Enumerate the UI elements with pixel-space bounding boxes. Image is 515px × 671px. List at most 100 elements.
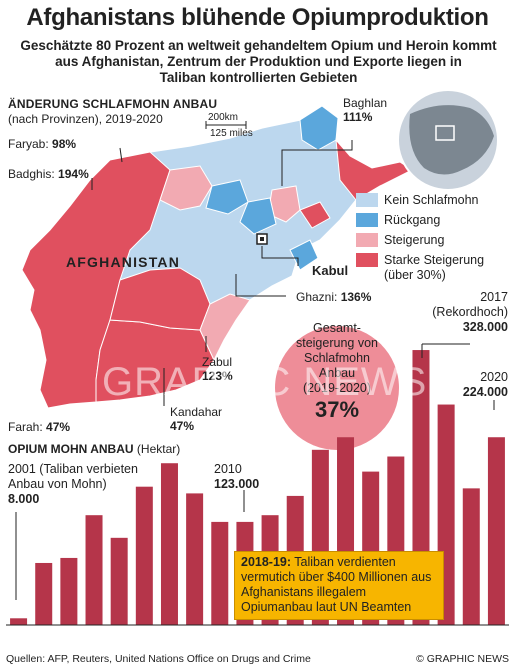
legend-item: Starke Steigerung (über 30%)	[356, 253, 508, 283]
province-farah: Farah: 47%	[8, 420, 71, 434]
page-title: Afghanistans blühende Opiumproduktion	[26, 4, 489, 31]
x-tick-label: 18	[439, 629, 453, 630]
annotation-line: 2010	[214, 462, 242, 476]
legend-label: Steigerung	[384, 233, 445, 247]
annotation-2020: 2020 224.000	[448, 370, 508, 400]
scale-bar	[205, 121, 247, 129]
legend-item: Rückgang	[356, 213, 508, 228]
country-label: AFGHANISTAN	[66, 254, 181, 270]
watermark: GRAPHIC NEWS	[102, 360, 428, 404]
legend-swatch	[356, 213, 378, 227]
province-ghazni: Ghazni: 136%	[296, 290, 372, 304]
total-increase-text: Gesamt- steigerung von Schlafmohn Anbau …	[262, 321, 412, 396]
bar-04	[85, 515, 103, 625]
x-tick-label: 15	[363, 629, 377, 630]
map-heading: ÄNDERUNG SCHLAFMOHN ANBAU	[8, 97, 218, 111]
province-zabul: Zabul 123%	[202, 355, 233, 383]
subtitle: Geschätzte 80 Prozent an weltweit gehand…	[6, 38, 511, 86]
annotation-2017: 2017 (Rekordhoch) 328.000	[420, 290, 508, 335]
annotation-line: 2001 (Taliban verbieten	[8, 462, 138, 476]
chart-title: OPIUM MOHN ANBAU	[8, 442, 134, 456]
x-tick-label: 02	[36, 629, 50, 630]
scale-miles: 125 miles	[210, 128, 253, 139]
leader-baghlan	[281, 140, 353, 186]
x-tick-label: 05	[112, 629, 126, 630]
leader-ghazni	[235, 274, 286, 297]
legend-swatch	[356, 193, 378, 207]
map-region-down-4	[289, 239, 319, 271]
bar-08	[186, 493, 204, 625]
province-kandahar: Kandahar 47%	[170, 405, 223, 433]
map-region-down-2	[239, 197, 277, 235]
x-tick-label: 16	[389, 629, 403, 630]
scale-km: 200km	[208, 112, 239, 123]
map-region-down-1	[205, 179, 249, 215]
province-baghlan: Baghlan 111%	[343, 96, 388, 124]
capital-label: Kabul	[312, 263, 349, 278]
subtitle-line: Taliban kontrollierten Gebieten	[159, 70, 358, 85]
subtitle-line: Geschätzte 80 Prozent an weltweit gehand…	[20, 38, 497, 53]
afghanistan-map	[21, 90, 499, 409]
annotation-2001: 2001 (Taliban verbieten Anbau von Mohn) …	[8, 462, 138, 507]
callout-text: Taliban verdienten vermutich über $400 M…	[241, 555, 432, 614]
x-tick-label: 19	[464, 629, 478, 630]
chart-unit: (Hektar)	[136, 442, 181, 456]
bar-06	[135, 486, 153, 625]
total-increase-circle	[275, 326, 399, 450]
legend-swatch	[356, 253, 378, 267]
leader-faryab	[119, 147, 123, 163]
x-tick-label: 04	[87, 629, 101, 630]
bar-09	[211, 521, 229, 625]
total-text-line: Gesamt-	[313, 321, 361, 335]
total-increase-value: 37%	[314, 397, 360, 422]
map-legend: Kein Schlafmohn Rückgang Steigerung Star…	[356, 193, 508, 283]
map-region-up-north	[159, 165, 213, 211]
total-text-line: steigerung von	[295, 336, 378, 350]
bar-20	[487, 437, 505, 625]
x-tick-label: 14	[338, 629, 352, 630]
leader-kabul	[261, 246, 299, 266]
legend-label: Kein Schlafmohn	[384, 193, 479, 207]
x-tick-label: 08	[187, 629, 201, 630]
source-note: Quellen: AFP, Reuters, United Nations Of…	[6, 653, 311, 665]
x-tick-label: 17	[414, 629, 428, 630]
bar-19	[462, 488, 480, 625]
province-faryab: Faryab: 98%	[8, 137, 77, 151]
x-tick-label: 12	[288, 629, 302, 630]
bar-01	[10, 618, 28, 625]
subtitle-line: aus Afghanistan, Zentrum der Produktion …	[55, 54, 462, 69]
annotation-line: (Rekordhoch)	[432, 305, 508, 319]
x-tick-label: 20	[489, 629, 503, 630]
bar-07	[160, 463, 178, 625]
x-tick-label: 13	[313, 629, 327, 630]
annotation-value: 8.000	[8, 492, 40, 506]
annotation-value: 224.000	[462, 385, 508, 399]
total-text-line: (2019-2020)	[302, 381, 372, 395]
callout-box: 2018-19: Taliban verdienten vermutich üb…	[234, 551, 444, 620]
map-region-up-south	[199, 293, 251, 362]
annotation-2010: 2010 123.000	[214, 462, 259, 492]
bar-05	[110, 537, 128, 625]
legend-label: Starke Steigerung (über 30%)	[384, 253, 485, 282]
x-tick-label: 03	[62, 629, 76, 630]
map-subheading: (nach Provinzen), 2019-2020	[8, 112, 163, 126]
legend-label: Rückgang	[384, 213, 441, 227]
annotation-line: 2017	[480, 290, 508, 304]
annotation-line: Anbau von Mohn)	[8, 477, 107, 491]
map-region-strong-e	[299, 201, 331, 229]
legend-swatch	[356, 233, 378, 247]
kabul-marker-dot	[260, 237, 264, 241]
annotation-line: 2020	[480, 370, 508, 384]
bar-03	[60, 557, 78, 625]
annotation-value: 328.000	[462, 320, 508, 334]
x-tick-label: 09	[213, 629, 227, 630]
legend-item: Steigerung	[356, 233, 508, 248]
chart-heading: OPIUM MOHN ANBAU (Hektar)	[8, 442, 180, 456]
bar-02	[35, 562, 53, 625]
annotation-value: 123.000	[214, 477, 260, 491]
callout-year: 2018-19:	[241, 555, 292, 569]
x-tick-label: 10	[238, 629, 252, 630]
x-tick-label: 06	[137, 629, 151, 630]
x-tick-label: 01	[11, 629, 25, 630]
total-text-line: Anbau	[318, 366, 356, 380]
